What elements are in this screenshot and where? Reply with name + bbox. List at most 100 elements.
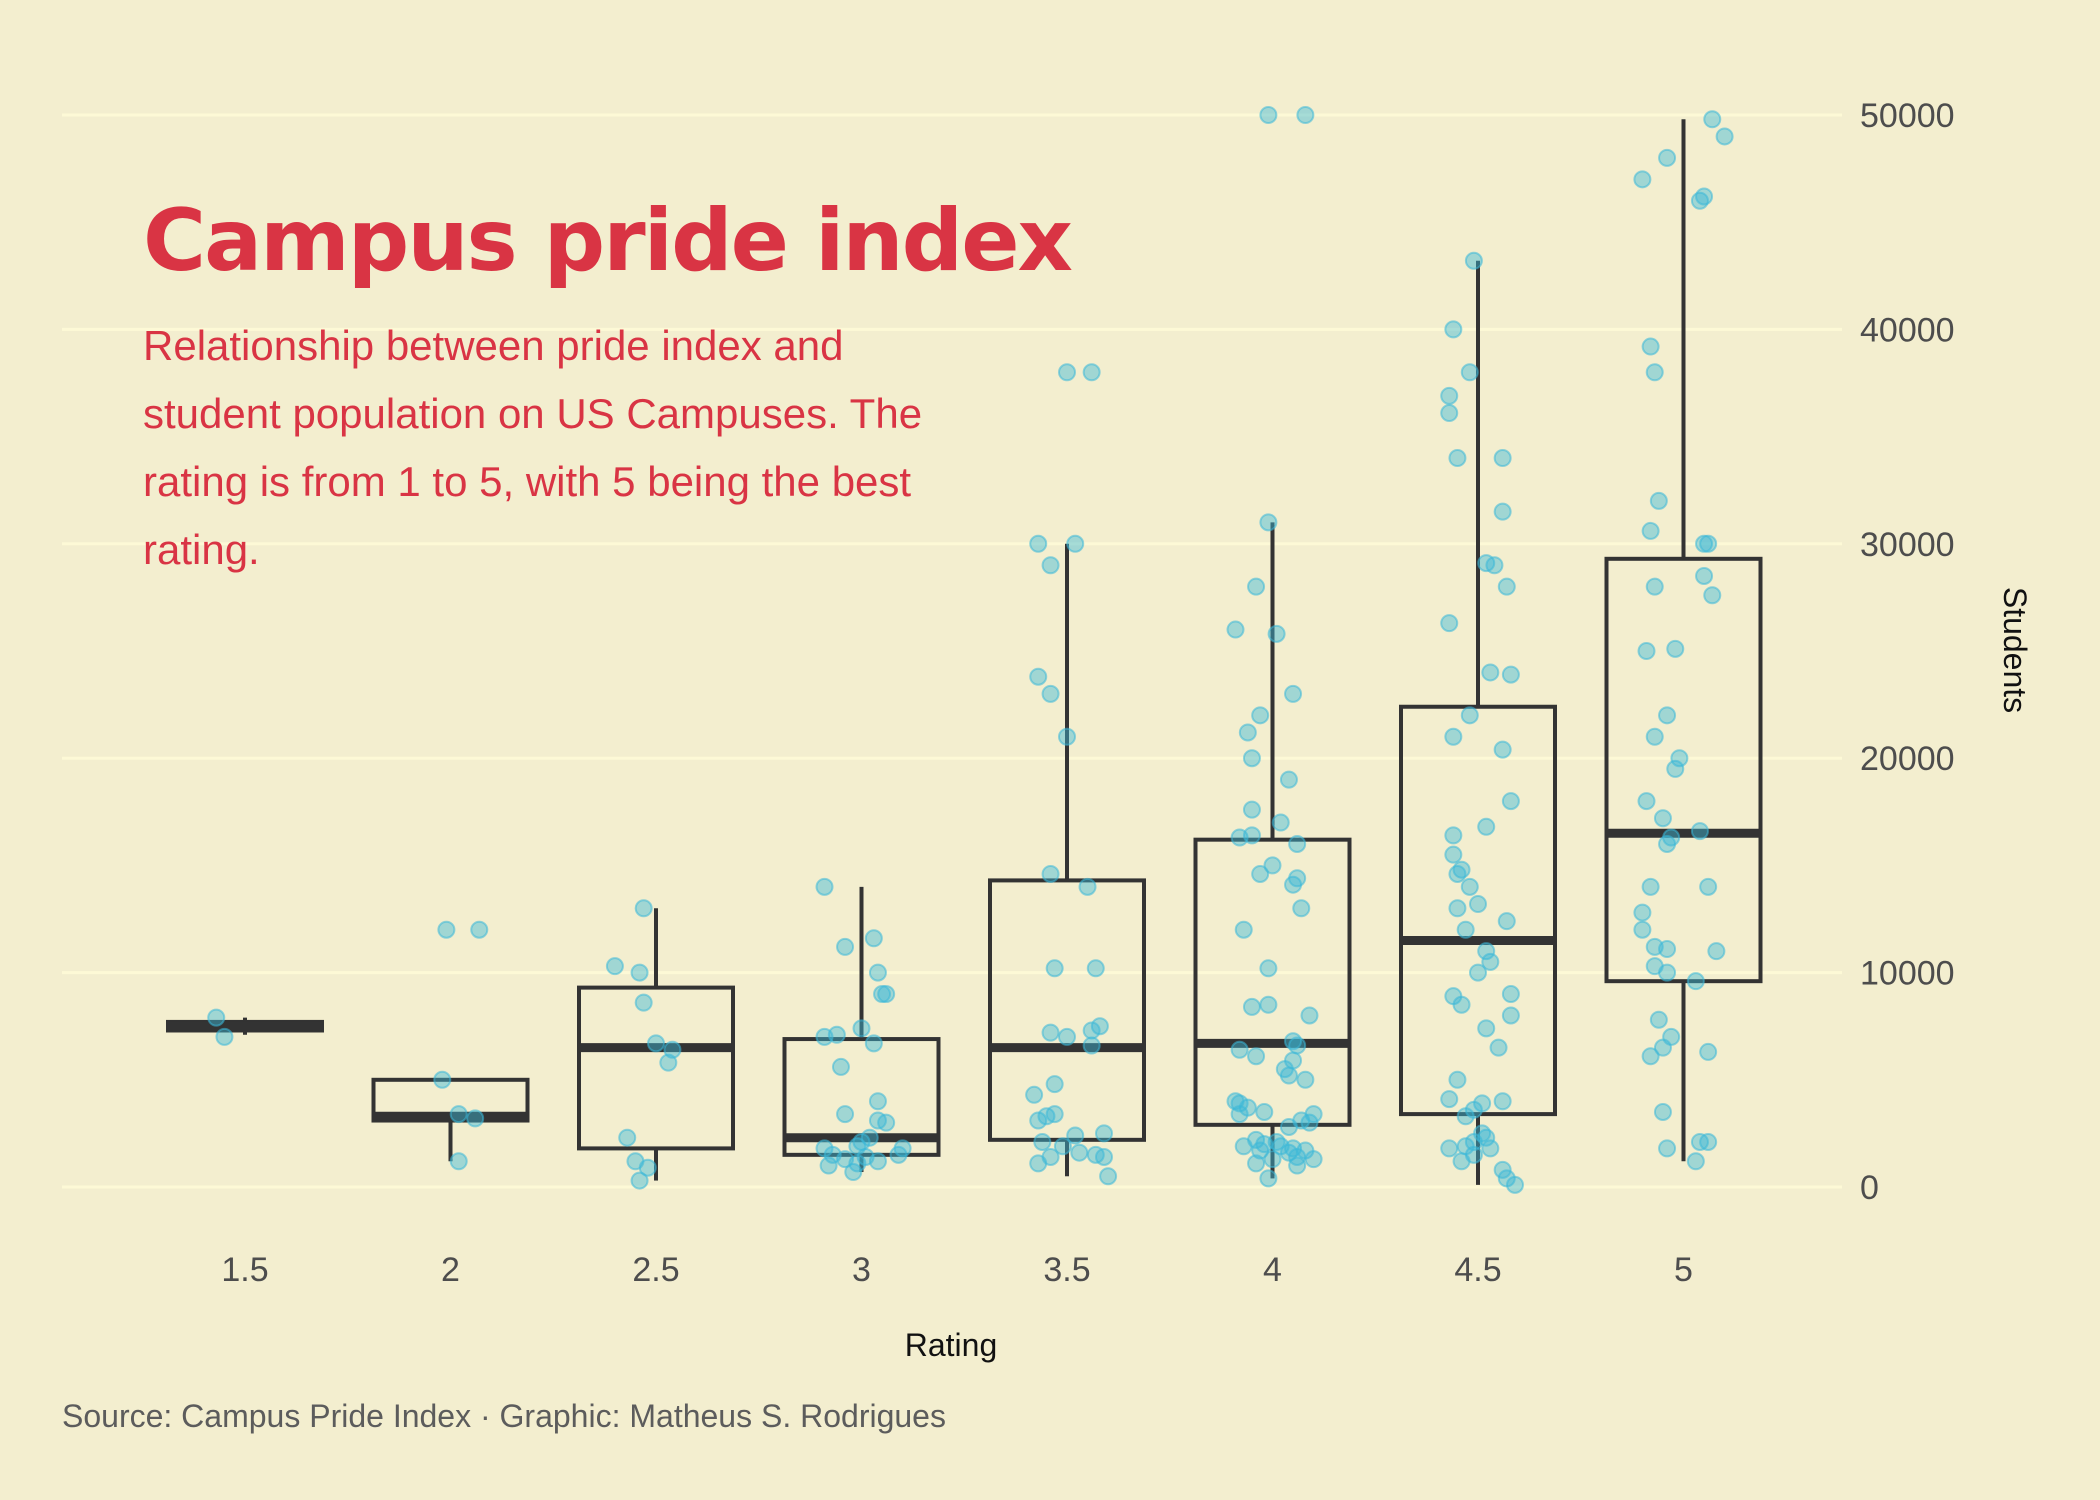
data-point xyxy=(1666,759,1685,778)
data-point xyxy=(1288,1036,1307,1055)
data-point xyxy=(877,985,896,1004)
gridlines xyxy=(62,113,1842,1189)
data-point xyxy=(1304,1150,1323,1169)
data-point xyxy=(1633,920,1652,939)
data-point xyxy=(1058,727,1076,746)
data-point xyxy=(1637,642,1656,660)
data-point xyxy=(1649,491,1668,510)
x-axis-title: Rating xyxy=(905,1327,998,1363)
data-point xyxy=(1045,1075,1064,1094)
data-point xyxy=(1637,792,1656,811)
data-point xyxy=(1279,770,1298,789)
data-point xyxy=(1493,740,1512,759)
data-point xyxy=(860,1128,879,1147)
data-point xyxy=(1259,1169,1278,1188)
x-tick-label: 3.5 xyxy=(1043,1251,1090,1289)
data-point xyxy=(1485,556,1504,575)
data-point xyxy=(1653,1102,1672,1121)
data-point xyxy=(1288,834,1307,853)
x-tick-label: 3 xyxy=(852,1251,871,1289)
data-point xyxy=(1086,959,1105,978)
data-point xyxy=(470,920,489,939)
data-point xyxy=(1699,877,1718,896)
data-point xyxy=(449,1152,468,1171)
data-point xyxy=(1695,566,1714,585)
data-point xyxy=(1255,1102,1274,1121)
data-point xyxy=(1053,1137,1072,1156)
data-point xyxy=(1707,942,1726,961)
y-axis-title: Students xyxy=(1997,587,2033,713)
data-point xyxy=(1658,706,1677,725)
data-point xyxy=(1029,1111,1048,1130)
data-point xyxy=(1094,1124,1113,1143)
data-point xyxy=(1440,404,1459,423)
data-point xyxy=(1037,1107,1056,1126)
data-point xyxy=(1045,959,1064,978)
data-point xyxy=(1481,1139,1500,1158)
data-point xyxy=(1670,749,1689,768)
data-point xyxy=(1099,1167,1118,1186)
data-point xyxy=(1041,556,1060,575)
data-point xyxy=(634,993,653,1012)
data-point xyxy=(1448,449,1467,468)
data-point xyxy=(618,1128,637,1147)
data-point xyxy=(638,1158,657,1177)
data-point xyxy=(1658,963,1677,982)
box-iqr xyxy=(577,985,735,1151)
x-tick-label: 1.5 xyxy=(221,1251,268,1289)
data-point xyxy=(634,899,653,918)
data-point xyxy=(1448,899,1467,918)
data-point xyxy=(877,1113,896,1132)
data-point xyxy=(1440,1090,1459,1109)
data-point xyxy=(1666,639,1685,658)
data-point xyxy=(1633,170,1652,189)
data-point xyxy=(1658,834,1677,853)
data-point xyxy=(1456,920,1475,939)
data-point xyxy=(1259,959,1278,978)
data-point xyxy=(1247,1154,1266,1173)
chart-title: Campus pride index xyxy=(143,191,1073,291)
data-point xyxy=(1477,817,1496,836)
data-point xyxy=(1247,577,1266,596)
data-point xyxy=(1469,894,1487,913)
data-point xyxy=(1645,577,1664,596)
data-point xyxy=(1296,106,1315,124)
data-point xyxy=(1456,1107,1475,1126)
box-4.5 xyxy=(1399,260,1557,1185)
data-point xyxy=(1633,903,1652,922)
data-point xyxy=(1497,912,1516,931)
data-point xyxy=(1493,449,1512,468)
x-tick-label: 2.5 xyxy=(632,1251,679,1289)
data-point xyxy=(836,937,855,956)
data-point xyxy=(831,1057,850,1076)
data-point xyxy=(1444,845,1463,864)
data-point xyxy=(1699,1042,1718,1061)
data-point xyxy=(1653,1038,1672,1057)
y-tick-label: 10000 xyxy=(1860,955,1955,993)
data-point xyxy=(1695,187,1714,206)
data-point xyxy=(1641,337,1660,356)
data-point xyxy=(1444,320,1463,339)
jitter-points xyxy=(207,106,1734,1194)
data-point xyxy=(1226,620,1245,639)
y-tick-label: 50000 xyxy=(1860,97,1955,135)
x-axis-ticks: 1.5 2 2.5 3 3.5 4 4.5 5 xyxy=(221,1251,1693,1289)
data-point xyxy=(466,1109,485,1128)
data-point xyxy=(1493,1092,1512,1111)
data-point xyxy=(1645,727,1664,746)
data-point xyxy=(630,963,649,982)
data-point xyxy=(1505,1175,1524,1194)
box-iqr xyxy=(782,1037,941,1157)
data-point xyxy=(1448,864,1467,883)
data-point xyxy=(1288,1156,1307,1175)
data-point xyxy=(1041,1023,1060,1042)
data-point xyxy=(827,1025,846,1044)
data-point xyxy=(437,920,456,939)
data-point xyxy=(1444,727,1463,746)
box-iqr xyxy=(1193,837,1352,1127)
data-point xyxy=(1029,534,1048,553)
data-point xyxy=(1641,1047,1660,1066)
data-point xyxy=(1078,877,1097,896)
data-point xyxy=(1686,1152,1705,1171)
